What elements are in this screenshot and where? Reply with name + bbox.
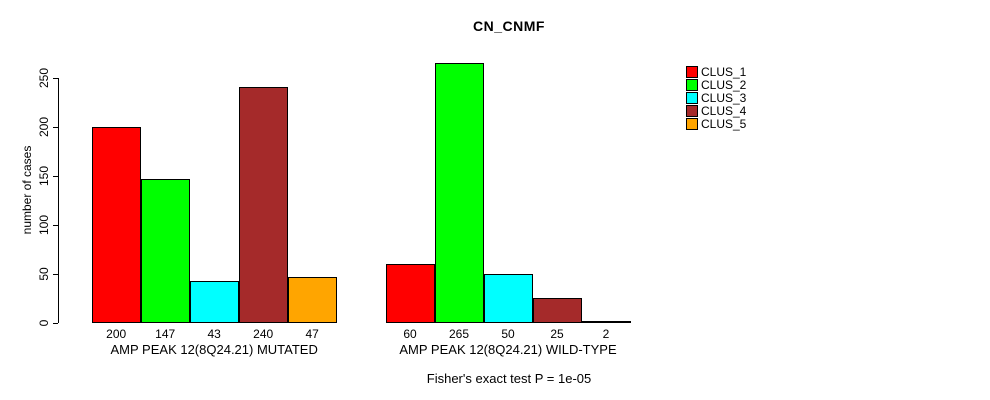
bar xyxy=(287,276,337,323)
legend-swatch xyxy=(686,79,698,91)
bar-value-label: 200 xyxy=(106,327,127,341)
bar-value-label: 43 xyxy=(207,327,221,341)
bar-value-label: 50 xyxy=(501,327,515,341)
bar xyxy=(140,178,190,323)
y-axis-line xyxy=(58,77,59,323)
y-tick xyxy=(53,273,58,275)
bar xyxy=(91,126,141,323)
y-tick-label: 200 xyxy=(37,116,51,137)
group-label: AMP PEAK 12(8Q24.21) WILD-TYPE xyxy=(399,342,617,357)
y-tick-label: 150 xyxy=(37,165,51,186)
bar xyxy=(483,273,533,323)
bar xyxy=(434,62,484,323)
bar-value-label: 147 xyxy=(155,327,176,341)
group-label: AMP PEAK 12(8Q24.21) MUTATED xyxy=(110,342,318,357)
y-tick-label: 50 xyxy=(37,267,51,281)
bar xyxy=(189,280,239,323)
bar-value-label: 265 xyxy=(448,327,470,341)
y-axis-label: number of cases xyxy=(20,145,34,235)
legend-label: CLUS_2 xyxy=(701,78,747,92)
y-tick-label: 250 xyxy=(37,67,51,88)
bar xyxy=(385,264,435,323)
bar xyxy=(238,87,288,323)
legend-swatch xyxy=(686,118,698,130)
legend-swatch xyxy=(686,92,698,104)
y-tick xyxy=(53,77,58,79)
y-tick-label: 0 xyxy=(37,319,51,327)
bar-value-label: 25 xyxy=(550,327,564,341)
bar-value-label: 47 xyxy=(305,327,319,341)
chart-title: CN_CNMF xyxy=(473,18,545,34)
bar-value-label: 240 xyxy=(253,327,274,341)
legend-swatch xyxy=(686,105,698,117)
bar-value-label: 2 xyxy=(602,327,610,341)
y-tick xyxy=(53,224,58,226)
legend-swatch xyxy=(686,66,698,78)
y-tick xyxy=(53,175,58,177)
bar xyxy=(532,298,582,323)
y-tick xyxy=(53,126,58,128)
legend-label: CLUS_1 xyxy=(701,65,747,79)
y-tick xyxy=(53,323,58,324)
legend-label: CLUS_4 xyxy=(701,104,747,118)
stat-annotation: Fisher's exact test P = 1e-05 xyxy=(426,371,592,386)
bar xyxy=(581,321,631,323)
legend-label: CLUS_3 xyxy=(701,91,747,105)
y-tick-label: 100 xyxy=(37,214,51,235)
legend-label: CLUS_5 xyxy=(701,117,747,131)
bar-value-label: 60 xyxy=(403,327,417,341)
